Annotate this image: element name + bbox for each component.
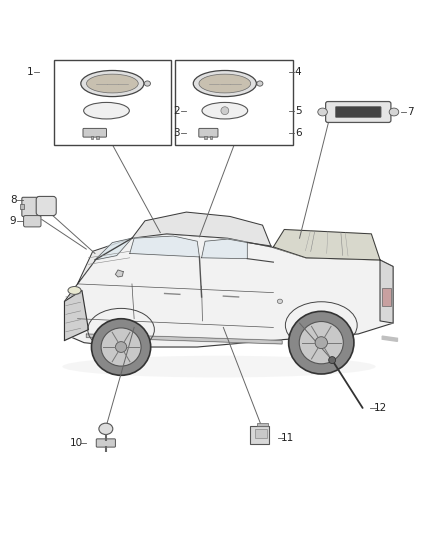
Ellipse shape — [202, 102, 247, 119]
Ellipse shape — [221, 107, 229, 115]
Ellipse shape — [299, 321, 343, 364]
Ellipse shape — [62, 356, 376, 377]
Polygon shape — [130, 236, 199, 257]
Text: 2: 2 — [173, 106, 180, 116]
Text: 8: 8 — [10, 196, 17, 205]
Polygon shape — [132, 212, 271, 247]
Text: 7: 7 — [407, 107, 414, 117]
Bar — [91, 136, 93, 139]
Polygon shape — [95, 238, 132, 260]
Ellipse shape — [92, 319, 151, 375]
FancyBboxPatch shape — [83, 128, 106, 137]
Ellipse shape — [289, 311, 354, 374]
Ellipse shape — [81, 70, 144, 96]
Ellipse shape — [145, 81, 150, 86]
Ellipse shape — [199, 74, 251, 93]
Polygon shape — [273, 230, 380, 260]
Bar — [53, 60, 171, 144]
Ellipse shape — [68, 287, 81, 294]
Polygon shape — [380, 260, 393, 323]
Ellipse shape — [257, 81, 263, 86]
Ellipse shape — [328, 357, 336, 364]
Ellipse shape — [101, 328, 141, 366]
Ellipse shape — [86, 74, 138, 93]
Text: 12: 12 — [374, 403, 387, 413]
Polygon shape — [382, 336, 397, 341]
Ellipse shape — [193, 70, 256, 96]
Bar — [382, 288, 391, 305]
FancyBboxPatch shape — [199, 128, 218, 137]
Text: 1: 1 — [26, 67, 33, 77]
Polygon shape — [201, 239, 247, 259]
Bar — [254, 429, 267, 439]
Text: 3: 3 — [173, 128, 180, 138]
Polygon shape — [78, 238, 132, 284]
FancyBboxPatch shape — [96, 439, 116, 447]
Text: 5: 5 — [295, 106, 301, 116]
Ellipse shape — [315, 337, 328, 349]
FancyBboxPatch shape — [336, 107, 381, 117]
Ellipse shape — [84, 102, 129, 119]
Text: 9: 9 — [10, 216, 17, 226]
Text: 6: 6 — [295, 128, 301, 138]
Polygon shape — [116, 270, 123, 277]
FancyBboxPatch shape — [325, 102, 391, 123]
Bar — [251, 426, 269, 443]
Bar — [20, 204, 24, 209]
Polygon shape — [64, 234, 393, 347]
Bar — [205, 136, 207, 139]
Ellipse shape — [99, 423, 113, 434]
Bar — [176, 60, 293, 144]
Text: 4: 4 — [295, 67, 301, 77]
Ellipse shape — [318, 108, 327, 116]
Ellipse shape — [116, 342, 127, 352]
Ellipse shape — [277, 299, 283, 303]
Bar — [257, 423, 268, 426]
FancyBboxPatch shape — [24, 215, 41, 227]
FancyBboxPatch shape — [22, 197, 41, 216]
Polygon shape — [64, 290, 88, 341]
Text: 10: 10 — [70, 438, 83, 448]
Bar — [210, 136, 212, 139]
Ellipse shape — [389, 108, 399, 116]
Bar — [96, 136, 99, 139]
Text: 11: 11 — [281, 433, 294, 442]
Polygon shape — [86, 334, 282, 344]
FancyBboxPatch shape — [36, 197, 56, 215]
